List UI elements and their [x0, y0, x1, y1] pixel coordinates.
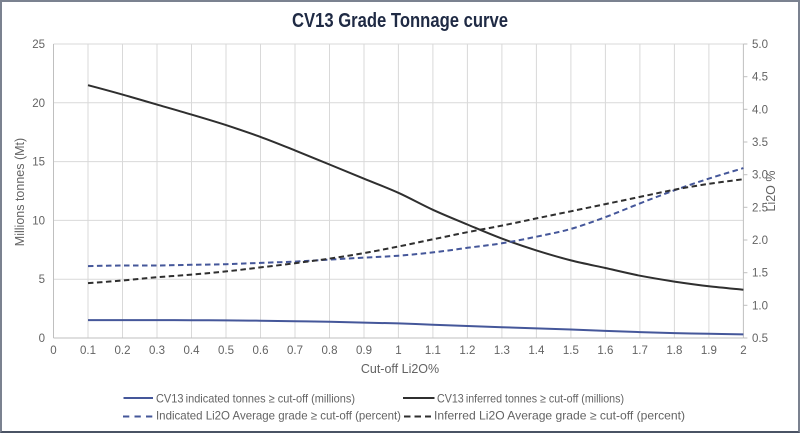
- svg-text:4.0: 4.0: [752, 104, 768, 116]
- svg-text:Indicated Li2O Average grade ≥: Indicated Li2O Average grade ≥ cut-off (…: [156, 409, 401, 423]
- svg-text:CV13 Grade Tonnage curve: CV13 Grade Tonnage curve: [292, 9, 508, 32]
- svg-text:Millions tonnes (Mt): Millions tonnes (Mt): [13, 138, 27, 246]
- svg-text:4.5: 4.5: [752, 72, 768, 84]
- svg-text:1.2: 1.2: [459, 345, 475, 357]
- svg-text:25: 25: [32, 39, 45, 51]
- svg-text:0.5: 0.5: [218, 345, 234, 357]
- svg-text:0.7: 0.7: [287, 345, 303, 357]
- svg-text:1.6: 1.6: [597, 345, 613, 357]
- svg-text:2.0: 2.0: [752, 235, 768, 247]
- svg-text:0.5: 0.5: [752, 333, 768, 345]
- svg-text:1.7: 1.7: [632, 345, 648, 357]
- svg-text:20: 20: [32, 98, 45, 110]
- svg-text:1.3: 1.3: [494, 345, 510, 357]
- svg-text:5: 5: [39, 274, 45, 286]
- svg-text:2: 2: [740, 345, 746, 357]
- svg-text:0.3: 0.3: [149, 345, 165, 357]
- svg-text:0.6: 0.6: [253, 345, 269, 357]
- svg-text:1.4: 1.4: [528, 345, 545, 357]
- svg-text:0.4: 0.4: [184, 345, 201, 357]
- svg-text:3.5: 3.5: [752, 137, 768, 149]
- svg-text:15: 15: [32, 157, 45, 169]
- svg-text:0.8: 0.8: [322, 345, 338, 357]
- svg-text:1.1: 1.1: [425, 345, 441, 357]
- svg-text:0.2: 0.2: [115, 345, 131, 357]
- svg-text:1.8: 1.8: [666, 345, 682, 357]
- svg-text:5.0: 5.0: [752, 39, 768, 51]
- svg-text:2.5: 2.5: [752, 202, 768, 214]
- svg-text:1: 1: [395, 345, 401, 357]
- svg-text:0.9: 0.9: [356, 345, 372, 357]
- svg-text:CV13 indicated tonnes ≥ cut-of: CV13 indicated tonnes ≥ cut-off (million…: [156, 392, 355, 406]
- svg-text:1.0: 1.0: [752, 300, 768, 312]
- svg-text:1.5: 1.5: [752, 268, 768, 280]
- svg-text:10: 10: [32, 215, 45, 227]
- svg-text:3.0: 3.0: [752, 170, 768, 182]
- svg-text:0: 0: [39, 333, 45, 345]
- svg-text:1.9: 1.9: [701, 345, 717, 357]
- svg-text:CV13 inferred tonnes ≥ cut-off: CV13 inferred tonnes ≥ cut-off (millions…: [437, 392, 624, 406]
- svg-text:0.1: 0.1: [80, 345, 96, 357]
- svg-text:0: 0: [50, 345, 56, 357]
- svg-text:Li2O %: Li2O %: [764, 171, 778, 212]
- svg-text:1.5: 1.5: [563, 345, 579, 357]
- svg-text:Inferred Li2O Average grade ≥: Inferred Li2O Average grade ≥ cut-off (p…: [434, 409, 685, 423]
- svg-text:Cut-off Li2O%: Cut-off Li2O%: [361, 362, 439, 376]
